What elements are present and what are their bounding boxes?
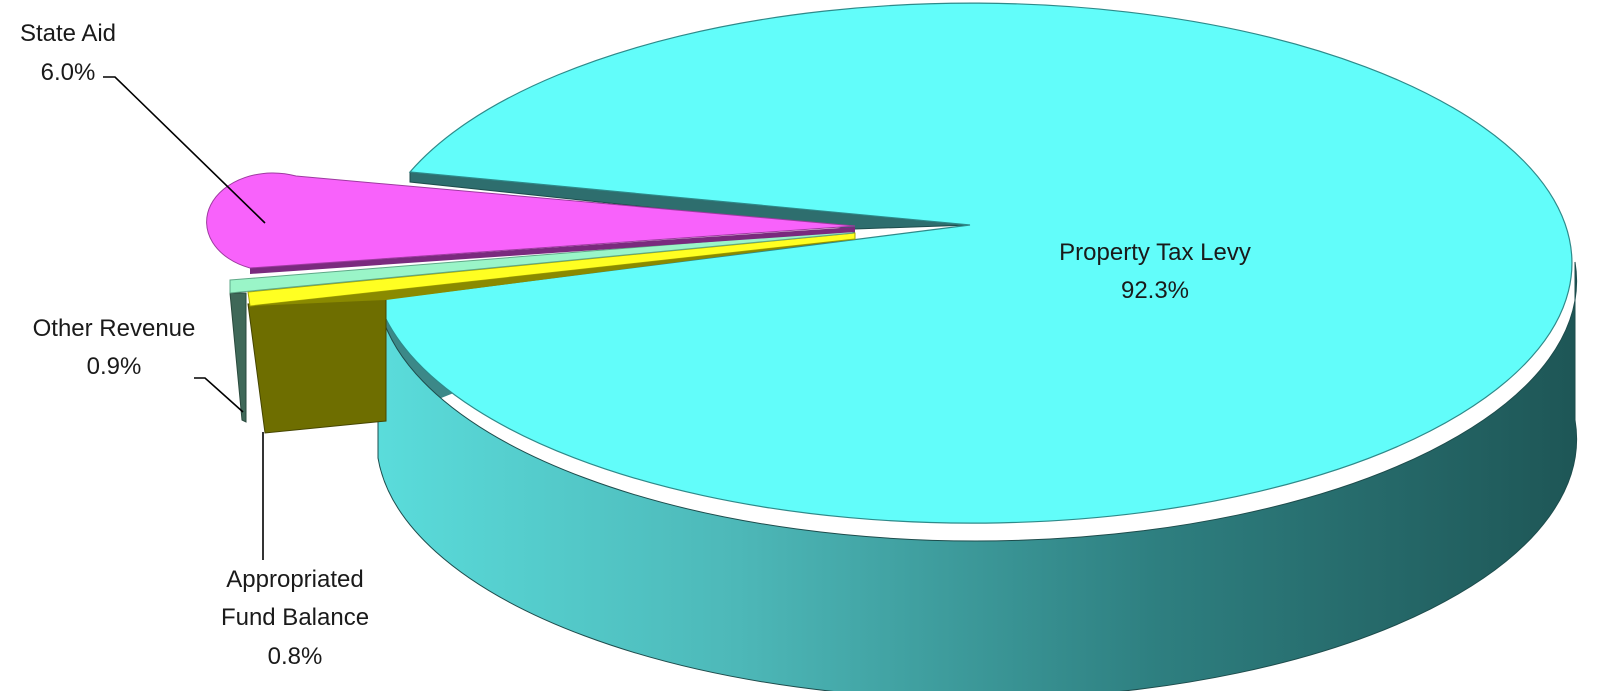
slice-property-tax-top (377, 2, 1573, 524)
slice-property-tax-side (377, 261, 1578, 691)
label-state-aid-name: State Aid (20, 20, 116, 47)
leader-line-other-revenue (194, 377, 244, 413)
leader-line-state-aid (103, 76, 266, 224)
label-other-revenue-name: Other Revenue (33, 315, 196, 342)
slice-state-aid-rim (250, 227, 855, 274)
label-fund-balance-name-line2: Fund Balance (221, 604, 369, 631)
label-state-aid-value: 6.0% (41, 59, 96, 86)
slice-fund-balance-front (247, 291, 387, 434)
label-property-tax-value: 92.3% (1121, 277, 1189, 304)
slice-state-aid-top (206, 172, 856, 269)
slice-state-aid (206, 172, 856, 274)
slice-other-revenue (229, 229, 854, 423)
slice-fund-balance-edge (250, 239, 855, 306)
slice-other-revenue-side (229, 292, 247, 423)
slice-property-tax-levy (377, 2, 1578, 691)
label-property-tax-name: Property Tax Levy (1059, 239, 1251, 266)
label-fund-balance-name-line1: Appropriated (226, 566, 363, 593)
slice-other-revenue-top (229, 229, 854, 294)
label-other-revenue-value: 0.9% (87, 353, 142, 380)
label-fund-balance-value: 0.8% (268, 643, 323, 670)
